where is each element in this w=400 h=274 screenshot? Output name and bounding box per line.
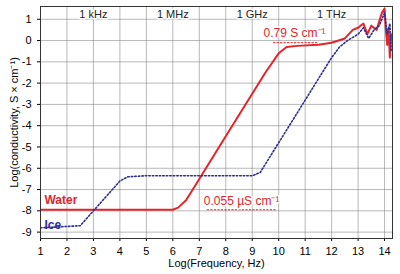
svg-text:13: 13: [352, 245, 364, 257]
svg-text:6: 6: [170, 245, 176, 257]
svg-text:11: 11: [299, 245, 310, 257]
svg-text:-4: -4: [22, 119, 32, 131]
svg-text:1 THz: 1 THz: [317, 8, 346, 20]
svg-text:Log(Frequency, Hz): Log(Frequency, Hz): [168, 257, 264, 269]
svg-text:-9: -9: [22, 226, 32, 238]
svg-text:-3: -3: [22, 98, 32, 110]
svg-text:4: 4: [117, 245, 123, 257]
svg-text:0.79 S cm⁻¹: 0.79 S cm⁻¹: [264, 26, 326, 40]
svg-text:5: 5: [143, 245, 149, 257]
svg-text:1 kHz: 1 kHz: [79, 8, 107, 20]
svg-text:-6: -6: [22, 162, 32, 174]
svg-text:10: 10: [273, 245, 285, 257]
svg-text:-8: -8: [22, 204, 32, 216]
svg-text:3: 3: [90, 245, 96, 257]
svg-text:1: 1: [37, 245, 43, 257]
svg-text:Ice: Ice: [44, 218, 61, 232]
svg-text:1: 1: [25, 13, 31, 25]
svg-text:8: 8: [223, 245, 229, 257]
svg-text:2: 2: [64, 245, 70, 257]
svg-text:1 MHz: 1 MHz: [157, 8, 189, 20]
svg-text:-5: -5: [22, 140, 32, 152]
svg-text:0: 0: [25, 34, 31, 46]
svg-text:0.055 µS cm⁻¹: 0.055 µS cm⁻¹: [204, 194, 280, 208]
svg-text:12: 12: [326, 245, 338, 257]
svg-text:Log(conductivity, S × cm⁻¹): Log(conductivity, S × cm⁻¹): [8, 57, 20, 188]
svg-text:1 GHz: 1 GHz: [237, 8, 268, 20]
svg-text:7: 7: [196, 245, 202, 257]
svg-text:9: 9: [249, 245, 255, 257]
svg-text:14: 14: [378, 245, 390, 257]
svg-text:-1: -1: [22, 55, 32, 67]
svg-text:-7: -7: [22, 183, 32, 195]
svg-text:Water: Water: [44, 193, 77, 207]
svg-text:-2: -2: [22, 77, 32, 89]
